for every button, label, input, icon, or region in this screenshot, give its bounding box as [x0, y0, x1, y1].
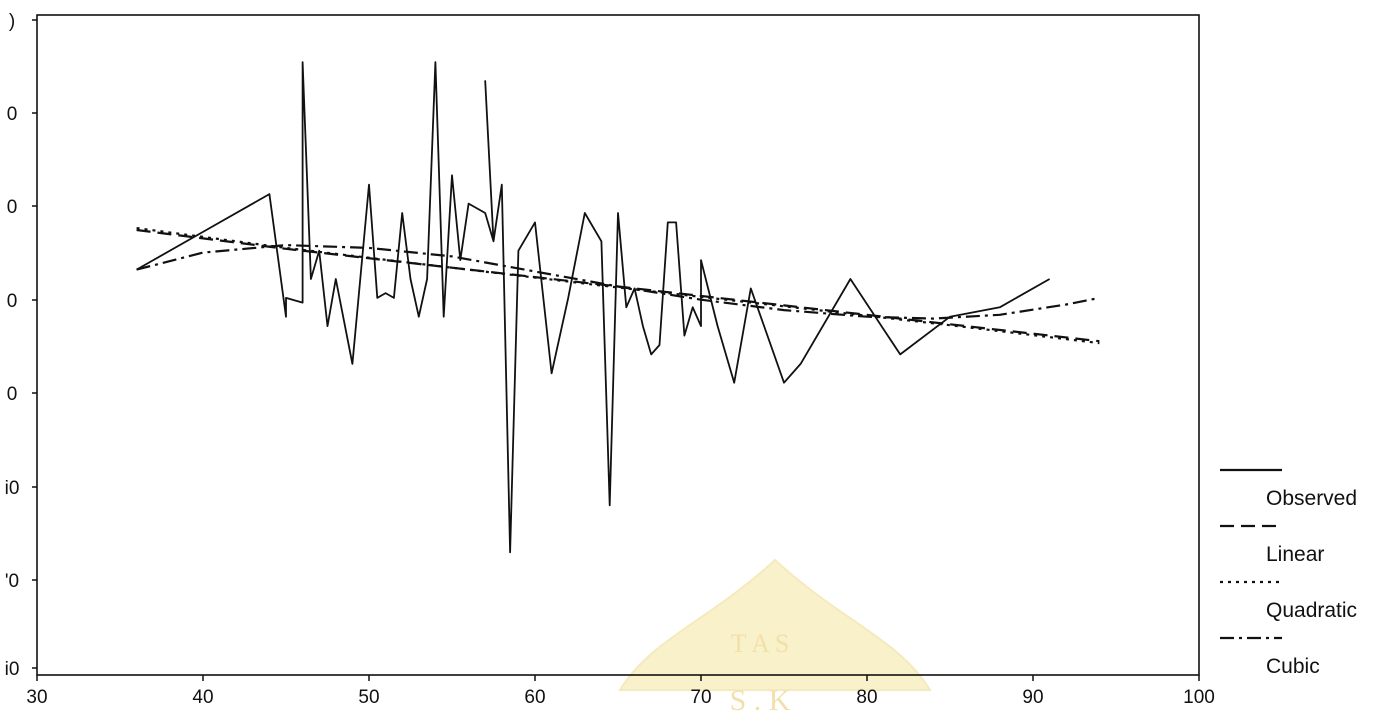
x-tick-label: 60	[524, 687, 545, 708]
watermark: T A S S . K	[618, 558, 932, 717]
plot-area	[36, 14, 1200, 676]
y-tick-label: '0	[5, 571, 19, 592]
legend-label-quadratic: Quadratic	[1266, 599, 1357, 622]
y-tick-label: 0	[7, 384, 18, 405]
series-layer	[136, 61, 1100, 554]
y-tick-label: i0	[5, 478, 20, 499]
x-tick-label: 100	[1183, 687, 1215, 708]
legend: Observed Linear Quadratic Cubic	[1220, 468, 1357, 678]
x-tick-label: 50	[358, 687, 379, 708]
legend-label-observed: Observed	[1266, 487, 1357, 510]
y-tick-label: i0	[5, 659, 20, 680]
x-tick-label: 70	[690, 687, 711, 708]
x-axis: 30 40 50 60 70 80 90 100	[26, 675, 1215, 708]
legend-label-linear: Linear	[1266, 543, 1324, 566]
x-tick-label: 40	[192, 687, 213, 708]
x-tick-label: 80	[856, 687, 877, 708]
y-axis: ) 0 0 0 0 i0 '0 i0	[5, 11, 37, 680]
x-tick-label: 90	[1022, 687, 1043, 708]
watermark-emblem	[618, 558, 932, 691]
watermark-text-top: T A S	[731, 629, 790, 658]
watermark-text-bottom: S . K	[730, 684, 791, 717]
x-tick-label: 30	[26, 687, 47, 708]
series-cubic-line	[136, 244, 1100, 320]
legend-label-cubic: Cubic	[1266, 655, 1320, 678]
series-observed-line	[136, 61, 1051, 554]
y-tick-label: )	[9, 11, 15, 32]
y-tick-label: 0	[7, 291, 18, 312]
y-tick-label: 0	[7, 104, 18, 125]
y-tick-label: 0	[7, 197, 18, 218]
